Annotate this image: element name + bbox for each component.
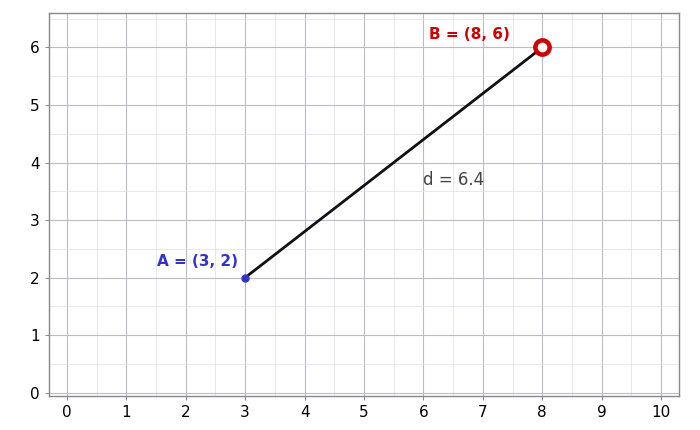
Text: A = (3, 2): A = (3, 2) <box>157 254 238 269</box>
Text: d = 6.4: d = 6.4 <box>424 171 484 189</box>
Text: B = (8, 6): B = (8, 6) <box>428 27 510 42</box>
